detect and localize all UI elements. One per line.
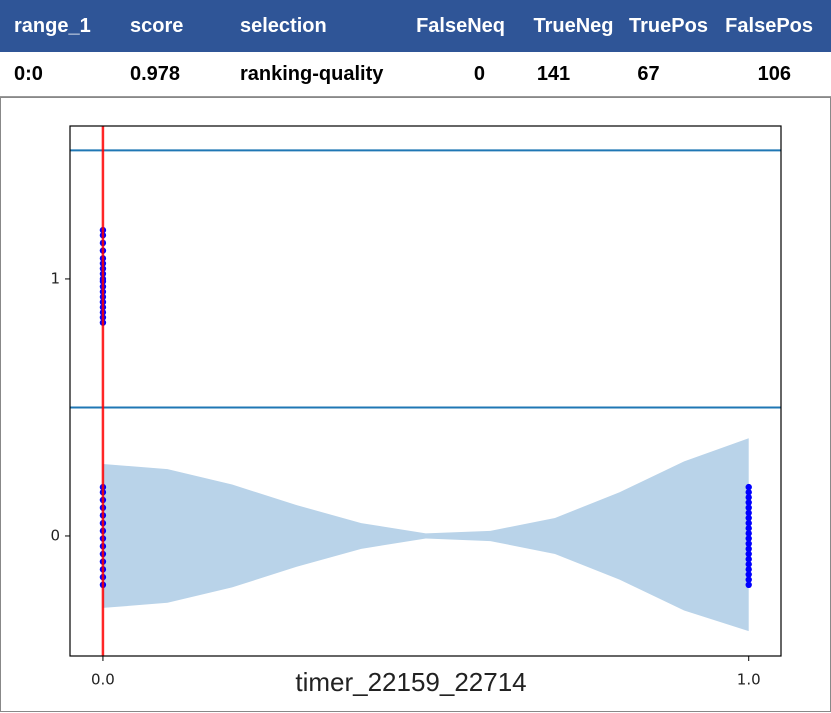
y-tick-label: 1 (50, 269, 60, 287)
point (745, 499, 752, 506)
column-header: FalseNeq (410, 0, 525, 52)
plot-frame (69, 125, 782, 657)
point (745, 489, 752, 496)
point (745, 483, 752, 491)
column-header: score (110, 0, 210, 52)
point (745, 571, 752, 578)
point (745, 535, 752, 542)
point (745, 566, 752, 573)
column-header: selection (210, 0, 410, 52)
result-table: range_1 score selection FalseNeq TrueNeg True… (0, 0, 831, 97)
point (745, 540, 752, 547)
point (745, 561, 752, 568)
cell: 0.978 (110, 52, 210, 97)
point (745, 530, 752, 537)
point (745, 581, 752, 589)
cell: 106 (715, 52, 831, 97)
point (745, 519, 752, 527)
chart-frame (0, 97, 831, 712)
point (745, 494, 752, 501)
chart: 0 1 0.0 1.0 timer_22159_22714 (0, 97, 831, 712)
point (745, 550, 752, 558)
cell: 0:0 (0, 52, 110, 97)
column-header: TrueNeg (525, 0, 622, 52)
point (745, 514, 752, 522)
point (745, 504, 752, 511)
violin-area (102, 438, 749, 632)
y-tick-label: 0 (50, 526, 60, 544)
x-tick-label: 1.0 (737, 671, 761, 689)
x-axis-label: timer_22159_22714 (295, 667, 526, 697)
point (745, 555, 752, 563)
cell: 0 (410, 52, 525, 97)
cell: ranking-quality (210, 52, 410, 97)
column-header: range_1 (0, 0, 110, 52)
column-header: FalsePos (715, 0, 831, 52)
point (745, 576, 752, 583)
column-header: TruePos (622, 0, 715, 52)
cell: 67 (622, 52, 715, 97)
point (745, 525, 752, 532)
point (745, 509, 752, 517)
point (745, 545, 752, 553)
cell: 141 (525, 52, 622, 97)
data-row: 0:0 0.978 ranking-quality 0 141 67 106 (0, 52, 831, 97)
header-row: range_1 score selection FalseNeq TrueNeg True… (0, 0, 831, 52)
x-tick-label: 0.0 (91, 671, 115, 689)
